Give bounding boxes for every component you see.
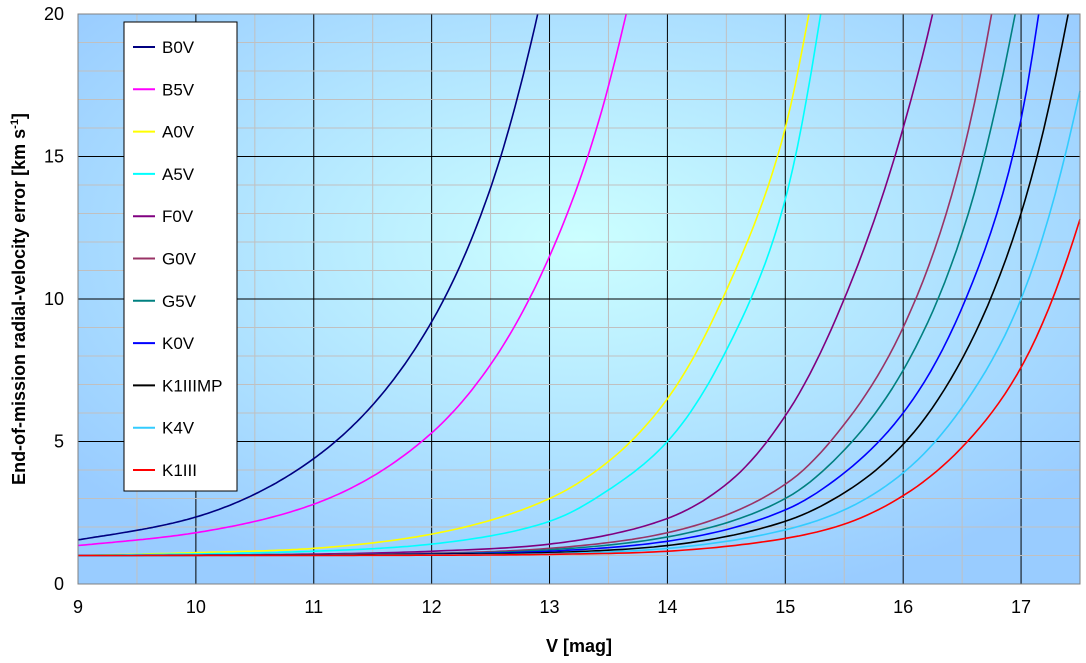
legend-label: B0V: [162, 38, 195, 57]
x-tick-label: 11: [304, 597, 323, 617]
y-axis-title-main: End-of-mission radial-velocity error [km…: [9, 129, 29, 485]
series-line: [78, 218, 1081, 557]
legend: B0V B5V A0V A5V F0V G0V G5V K0V K1IIIMP K4V K1III: [123, 21, 238, 492]
legend-label: A0V: [162, 123, 195, 142]
series-line: [77, 13, 539, 541]
legend-label: K1III: [162, 461, 197, 480]
plot-frame: [77, 13, 1081, 585]
series-line: [77, 13, 627, 547]
series-line: [77, 13, 822, 557]
legend-box: [123, 21, 238, 492]
x-tick-labels: 9 10 11 12 13 14 15 16 17: [73, 597, 1031, 617]
legend-items: B0V B5V A0V A5V F0V G0V G5V K0V K1IIIMP K4V K1III: [133, 38, 222, 480]
legend-label: A5V: [162, 165, 195, 184]
x-tick-label: 10: [186, 597, 206, 617]
y-tick-label: 5: [54, 432, 64, 452]
y-tick-labels: 0 5 10 15 20: [44, 4, 64, 594]
x-axis-title: V [mag]: [546, 636, 612, 656]
series-line: [77, 13, 810, 557]
y-tick-label: 20: [44, 4, 64, 24]
x-tick-label: 15: [775, 597, 795, 617]
legend-label: B5V: [162, 80, 195, 99]
x-tick-label: 9: [73, 597, 83, 617]
x-tick-label: 17: [1011, 597, 1031, 617]
y-axis-title: End-of-mission radial-velocity error [km…: [9, 113, 29, 485]
legend-label: K1IIIMP: [162, 376, 222, 395]
series-lines: [77, 13, 1081, 557]
x-tick-label: 12: [422, 597, 442, 617]
legend-label: G0V: [162, 250, 197, 269]
y-tick-label: 10: [44, 289, 64, 309]
y-tick-label: 0: [54, 574, 64, 594]
y-axis-title-close: ]: [9, 113, 29, 119]
x-tick-label: 16: [893, 597, 913, 617]
y-axis-title-superscript: -1: [9, 119, 21, 129]
legend-label: K4V: [162, 419, 195, 438]
legend-label: F0V: [162, 207, 194, 226]
legend-label: G5V: [162, 292, 197, 311]
x-tick-label: 13: [540, 597, 560, 617]
x-tick-label: 14: [657, 597, 677, 617]
y-tick-label: 15: [44, 147, 64, 167]
legend-label: K0V: [162, 334, 195, 353]
